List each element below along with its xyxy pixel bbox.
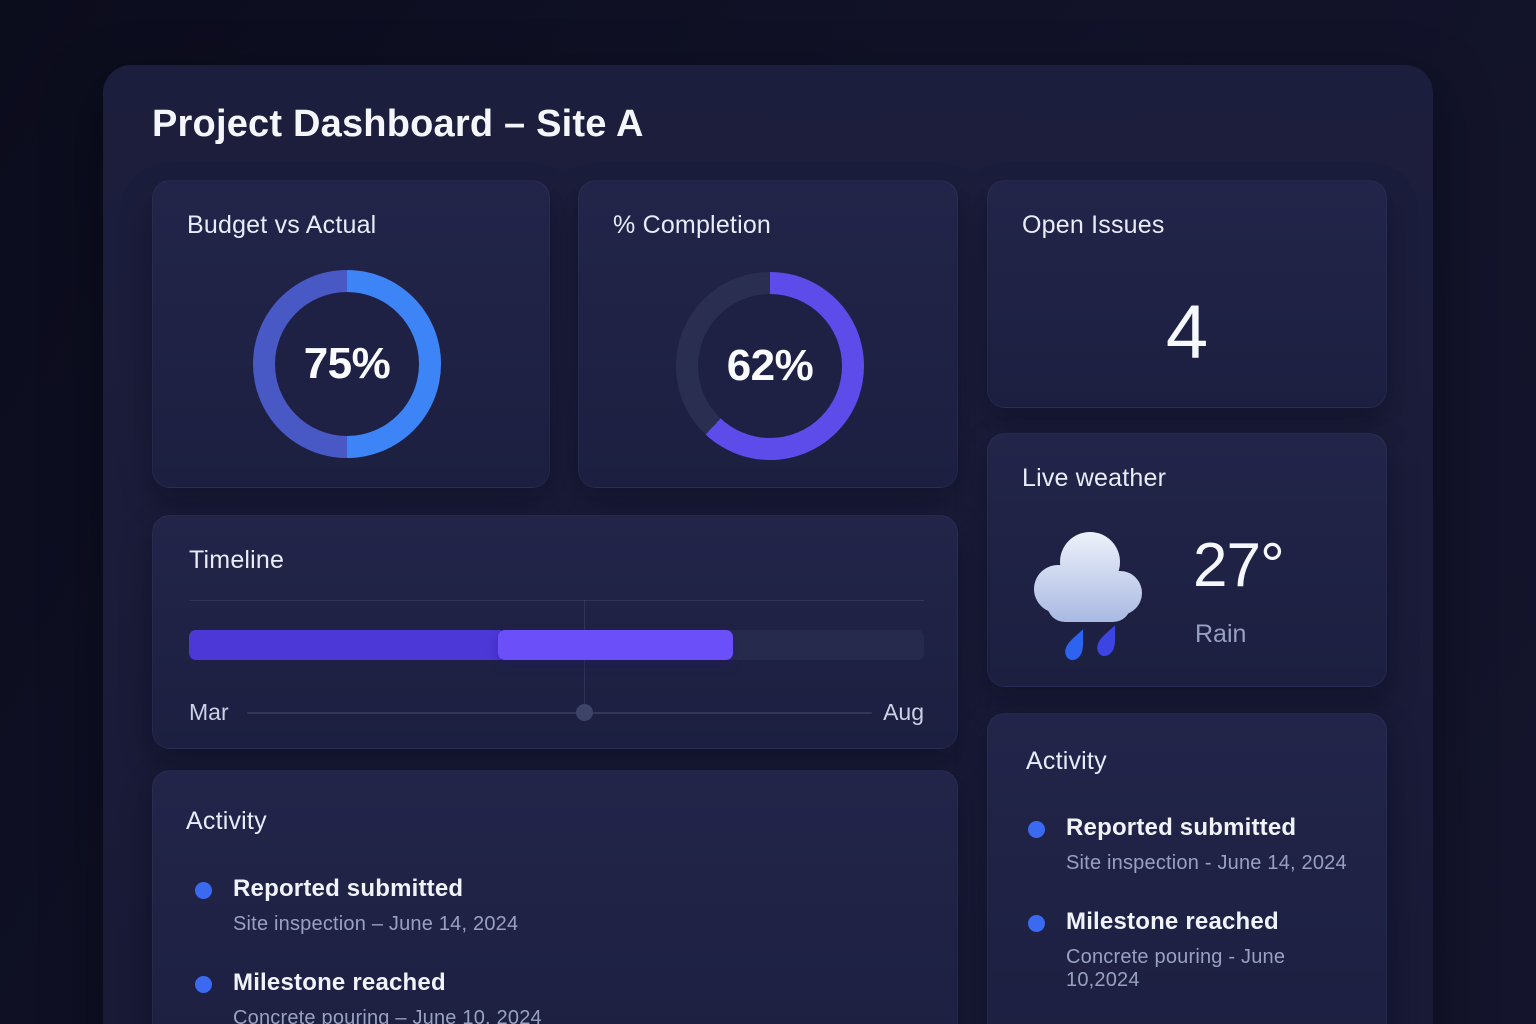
timeline-end-label: Aug [883, 699, 924, 725]
activity-item-title: Milestone reached [1066, 908, 1279, 935]
timeline-progress-segment-current [497, 630, 733, 660]
rain-cloud-icon [1033, 526, 1145, 664]
weather-card-title: Live weather [1022, 464, 1167, 492]
activity-item-subtitle: Site inspection - June 14, 2024 [1066, 852, 1347, 874]
timeline-slider [189, 704, 924, 721]
activity-bullet-icon [1028, 915, 1045, 932]
timeline-progress-track [189, 630, 924, 660]
page-title: Project Dashboard – Site A [152, 103, 644, 145]
open-issues-count: 4 [1165, 290, 1209, 375]
completion-card: % Completion 62% [578, 180, 958, 488]
open-issues-card-title: Open Issues [1022, 211, 1165, 239]
activity-item: Reported submitted Site inspection – Jun… [187, 875, 933, 936]
timeline-slider-line [247, 712, 872, 714]
activity-item: Milestone reached Concrete pouring - Jun… [1026, 908, 1362, 992]
completion-ring-chart: 62% [676, 272, 864, 460]
activity-item-subtitle: Concrete pouring – June 10, 2024 [233, 1007, 542, 1024]
weather-temperature: 27° [1193, 531, 1285, 600]
activity-right-title: Activity [1026, 747, 1107, 775]
timeline-slider-handle[interactable] [576, 704, 594, 721]
completion-card-title: % Completion [613, 211, 772, 239]
activity-item: Milestone reached Concrete pouring – Jun… [187, 969, 933, 1024]
activity-card-left: Activity Reported submitted Site inspect… [152, 770, 958, 1024]
weather-condition: Rain [1195, 620, 1247, 648]
activity-bullet-icon [195, 882, 212, 899]
activity-left-title: Activity [186, 807, 267, 835]
activity-bullet-icon [1028, 821, 1045, 838]
activity-item-title: Reported submitted [233, 875, 464, 902]
budget-vs-actual-card: Budget vs Actual 75% [152, 180, 550, 488]
activity-item-subtitle: Concrete pouring - June 10,2024 [1066, 946, 1286, 991]
budget-card-title: Budget vs Actual [187, 211, 377, 239]
budget-ring-chart: 75% [253, 270, 441, 458]
timeline-divider-line [189, 600, 924, 601]
open-issues-card: Open Issues 4 [987, 180, 1387, 408]
activity-card-right: Activity Reported submitted Site inspect… [987, 713, 1387, 1024]
timeline-card: Timeline Mar Aug [152, 515, 958, 749]
budget-value: 75% [303, 339, 391, 388]
activity-item-title: Reported submitted [1066, 814, 1297, 841]
live-weather-card: Live weather [987, 433, 1387, 687]
timeline-progress-segment-elapsed [189, 630, 502, 660]
activity-item: Reported submitted Site inspection - Jun… [1026, 814, 1362, 875]
completion-value: 62% [726, 341, 814, 390]
timeline-card-title: Timeline [189, 546, 285, 574]
activity-bullet-icon [195, 976, 212, 993]
activity-item-title: Milestone reached [233, 969, 446, 996]
activity-item-subtitle: Site inspection – June 14, 2024 [233, 913, 519, 935]
timeline-start-label: Mar [189, 699, 229, 725]
